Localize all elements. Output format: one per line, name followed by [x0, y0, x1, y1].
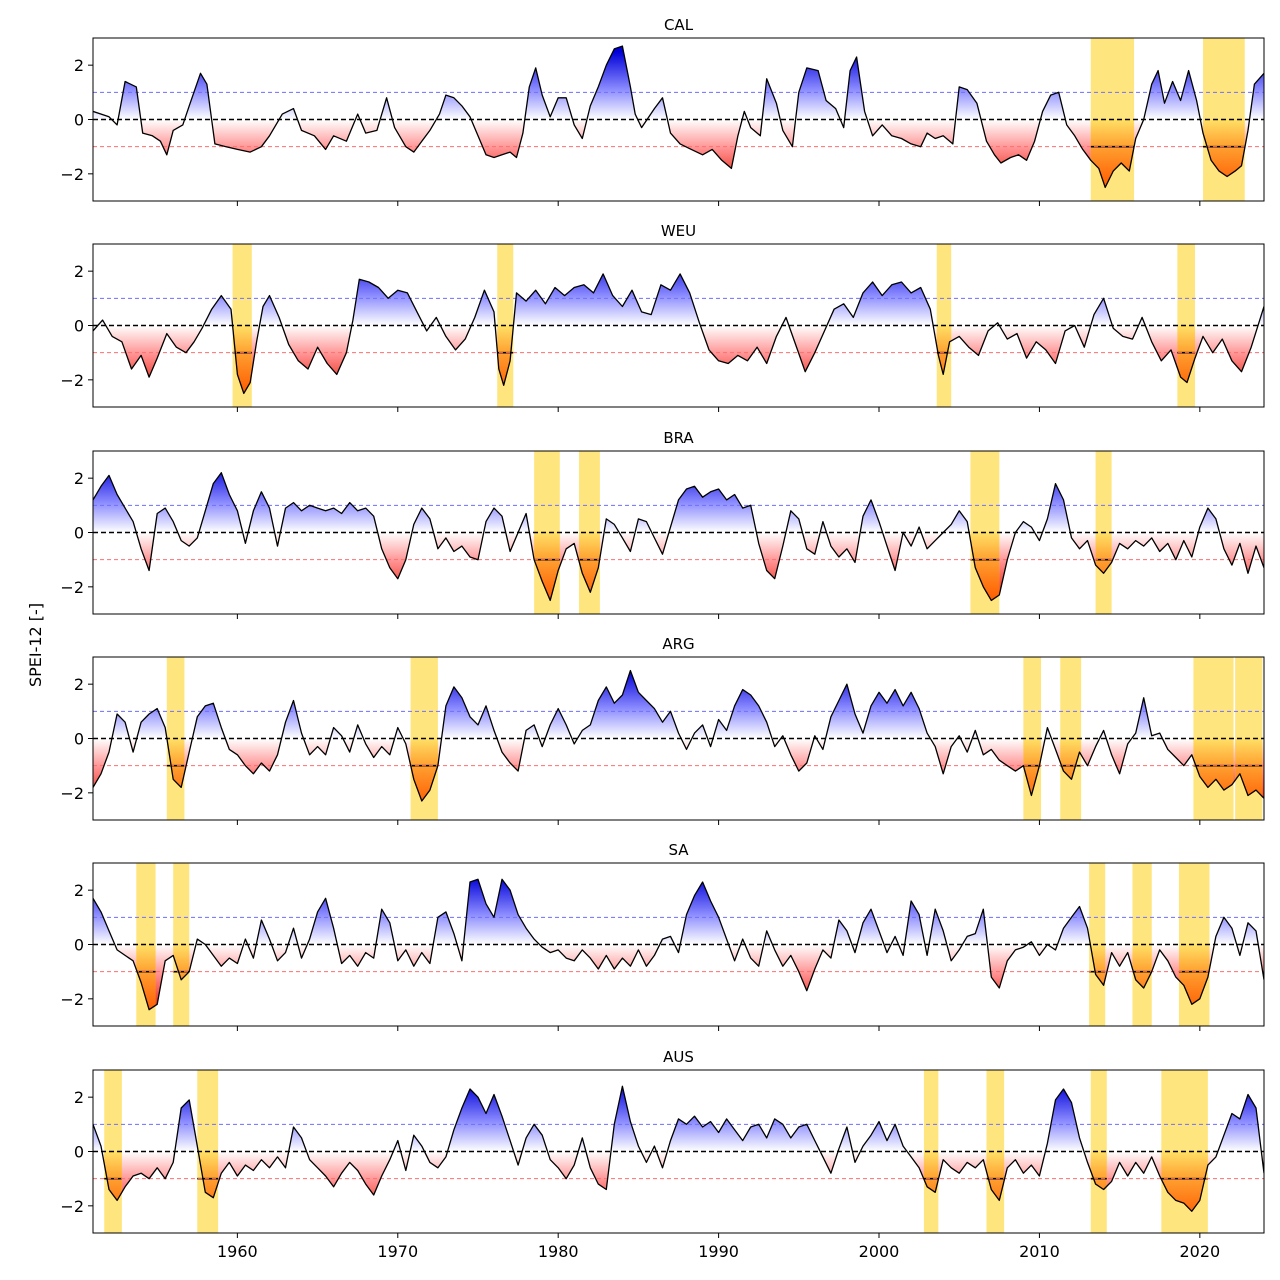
y-tick-label: 2	[74, 56, 84, 75]
x-tick-label: 1970	[377, 1242, 418, 1261]
spei-line	[93, 273, 1264, 395]
plot-area	[93, 863, 1264, 1026]
x-tick-label: 2020	[1179, 1242, 1220, 1261]
event-area	[534, 532, 560, 601]
event-area	[1132, 944, 1152, 988]
y-tick-label: 2	[74, 1088, 84, 1107]
plot-area	[93, 1070, 1264, 1233]
y-axis-label: SPEI-12 [-]	[26, 603, 45, 687]
event-area	[1193, 738, 1234, 791]
event-area	[166, 738, 185, 788]
panel-weu: WEU −2 0 2	[60, 222, 1265, 412]
y-tick-label: 0	[74, 524, 84, 543]
wet-area	[93, 1086, 1264, 1152]
panel-title: SA	[668, 841, 689, 859]
event-area	[197, 1151, 219, 1198]
spei-line	[93, 878, 1264, 1011]
event-area	[1177, 325, 1196, 383]
wet-area	[93, 472, 1264, 533]
event-area	[1090, 119, 1135, 188]
event-area	[104, 1151, 122, 1201]
event-area	[970, 532, 1000, 601]
plot-area	[93, 244, 1264, 407]
event-area	[1060, 738, 1082, 780]
y-tick-label: 0	[74, 111, 84, 130]
y-tick-label: 0	[74, 936, 84, 955]
plot-area	[93, 657, 1264, 820]
y-tick-label: 0	[74, 1143, 84, 1162]
event-area	[232, 325, 252, 394]
y-tick-label: −2	[60, 371, 84, 390]
y-tick-label: −2	[60, 1197, 84, 1216]
event-area	[1095, 532, 1112, 574]
y-tick-label: −2	[60, 784, 84, 803]
event-area	[923, 1151, 939, 1193]
dry-area	[93, 532, 1264, 601]
y-tick-label: −2	[60, 990, 84, 1009]
panel-title: CAL	[664, 16, 694, 34]
panel-arg: ARG −2 0 2	[60, 635, 1265, 825]
x-tick-label: 1980	[538, 1242, 579, 1261]
plot-area	[93, 38, 1264, 201]
event-area	[1089, 944, 1106, 986]
wet-area	[93, 46, 1264, 120]
panel-title: ARG	[662, 635, 694, 653]
panel-cal: CAL −2 0 2	[60, 16, 1265, 206]
dry-area	[93, 119, 1264, 188]
y-tick-label: −2	[60, 165, 84, 184]
y-tick-label: 2	[74, 881, 84, 900]
event-area	[1178, 944, 1210, 1005]
event-area	[1203, 119, 1245, 177]
y-tick-label: −2	[60, 578, 84, 597]
x-tick-label: 1960	[217, 1242, 258, 1261]
y-tick-label: 2	[74, 469, 84, 488]
spei-line	[93, 472, 1264, 602]
y-tick-label: 2	[74, 675, 84, 694]
panel-title: AUS	[663, 1048, 694, 1066]
event-area	[1090, 1151, 1107, 1190]
event-area	[497, 325, 514, 386]
wet-area	[93, 273, 1264, 326]
y-tick-label: 2	[74, 262, 84, 281]
wet-area	[93, 879, 1264, 945]
x-tick-label: 2000	[859, 1242, 900, 1261]
event-area	[986, 1151, 1005, 1201]
event-area	[1235, 738, 1263, 797]
panel-title: BRA	[663, 429, 694, 447]
x-tick-label: 2010	[1019, 1242, 1060, 1261]
event-area	[1161, 1151, 1208, 1212]
panel-sa: SA −2 0 2	[60, 841, 1265, 1031]
x-tick-label: 1990	[698, 1242, 739, 1261]
wet-area	[93, 670, 1264, 739]
spei-line	[93, 45, 1264, 189]
spei-line	[93, 669, 1264, 802]
plot-area	[93, 451, 1264, 614]
spei-line	[93, 1085, 1264, 1212]
y-tick-label: 0	[74, 730, 84, 749]
panel-title: WEU	[661, 222, 696, 240]
panel-bra: BRA −2 0 2	[60, 429, 1265, 619]
y-tick-label: 0	[74, 317, 84, 336]
panel-aus: AUS −2 0 2 1960 1970 1980 1990 2000 2010 2020	[60, 1048, 1265, 1261]
dry-area	[93, 325, 1264, 394]
event-area	[136, 944, 156, 1010]
